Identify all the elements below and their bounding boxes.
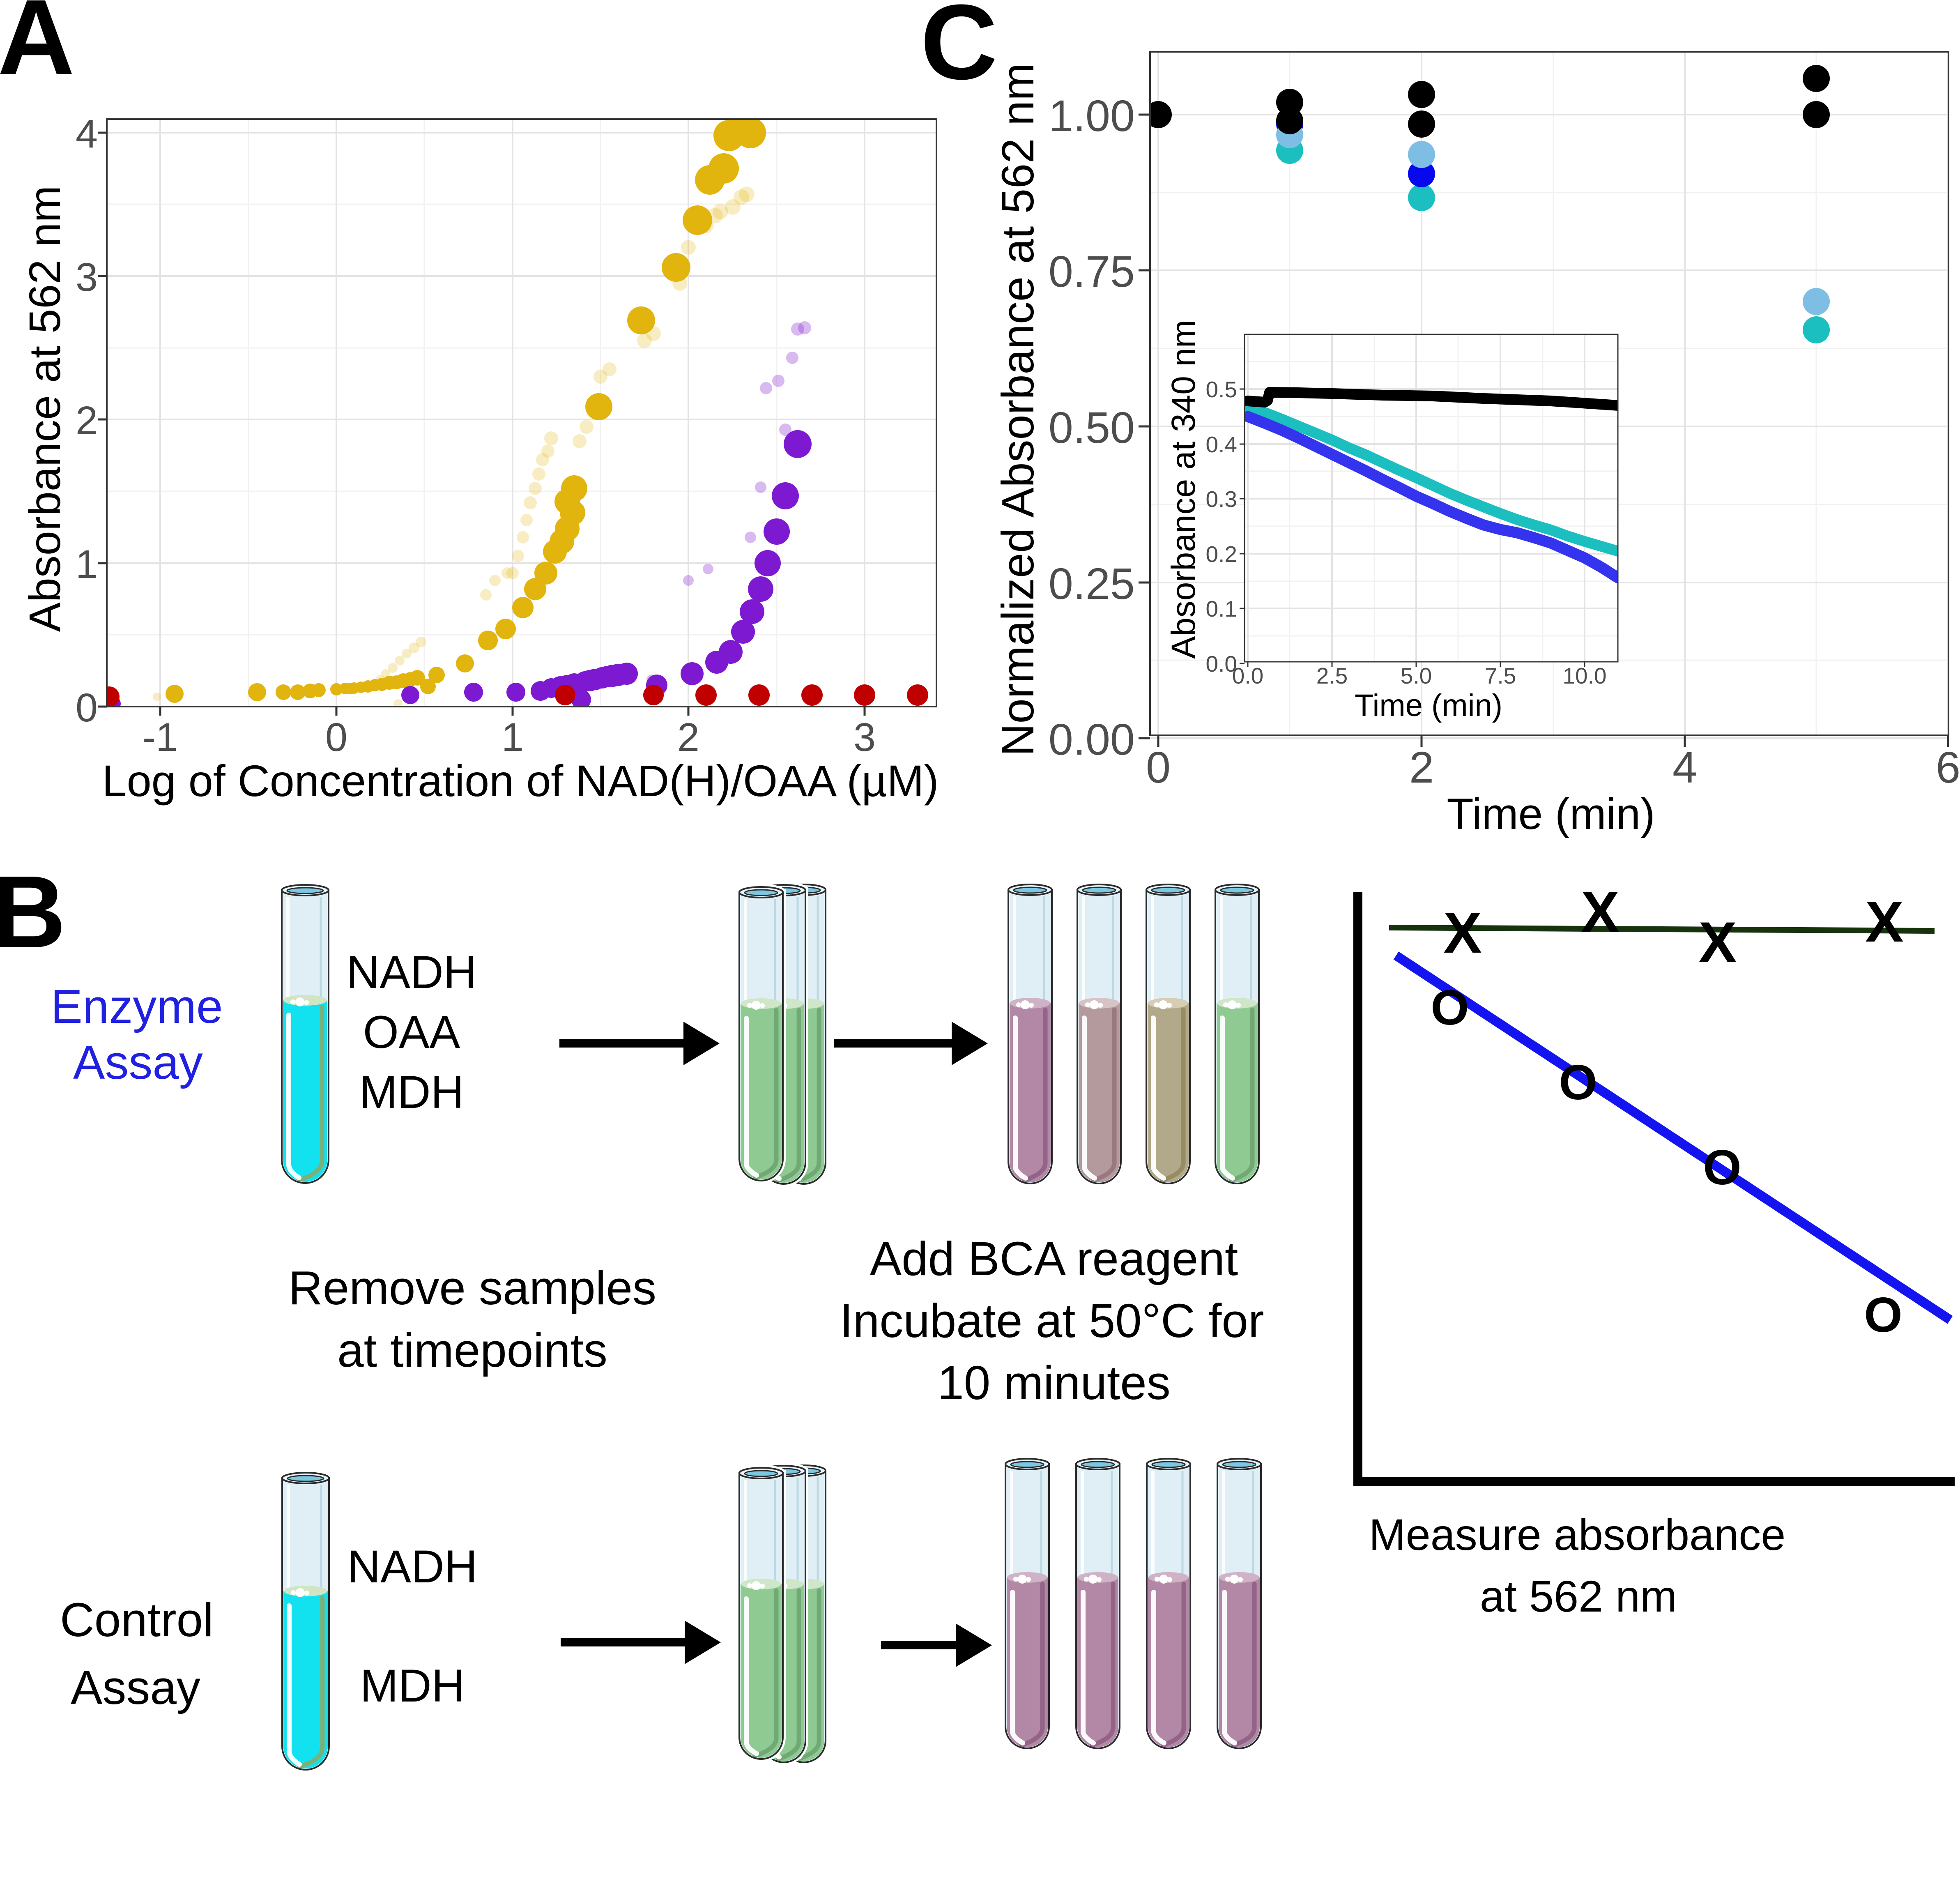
- svg-text:2.5: 2.5: [1316, 663, 1348, 688]
- svg-text:Enzyme: Enzyme: [51, 980, 223, 1033]
- svg-text:-1: -1: [143, 715, 178, 760]
- svg-text:Time (min): Time (min): [1447, 789, 1655, 838]
- svg-text:O: O: [1864, 1287, 1902, 1342]
- svg-text:1.00: 1.00: [1049, 91, 1135, 140]
- svg-text:B: B: [0, 854, 66, 969]
- svg-text:1: 1: [502, 715, 524, 760]
- svg-text:0.0: 0.0: [1232, 663, 1263, 688]
- svg-text:MDH: MDH: [360, 1660, 465, 1711]
- svg-text:Assay: Assay: [71, 1661, 200, 1714]
- svg-text:10.0: 10.0: [1562, 663, 1606, 688]
- svg-text:O: O: [1431, 980, 1469, 1035]
- svg-text:0.1: 0.1: [1206, 596, 1237, 622]
- svg-text:X: X: [1865, 889, 1903, 954]
- svg-text:NADH: NADH: [346, 946, 476, 998]
- svg-text:A: A: [0, 0, 75, 97]
- svg-text:0.5: 0.5: [1206, 377, 1237, 402]
- svg-text:0.25: 0.25: [1049, 559, 1135, 608]
- svg-text:2: 2: [677, 715, 699, 760]
- svg-text:Incubate at 50°C for: Incubate at 50°C for: [840, 1294, 1264, 1347]
- svg-text:X: X: [1581, 880, 1619, 944]
- svg-text:0.0: 0.0: [1206, 651, 1237, 677]
- svg-text:0: 0: [76, 685, 98, 730]
- svg-text:3: 3: [853, 715, 876, 760]
- svg-text:6: 6: [1936, 742, 1960, 792]
- svg-text:Time (min): Time (min): [1355, 688, 1502, 723]
- svg-text:Assay: Assay: [73, 1036, 203, 1089]
- svg-text:2: 2: [76, 398, 98, 443]
- svg-text:Control: Control: [60, 1593, 214, 1646]
- svg-text:Measure absorbance: Measure absorbance: [1369, 1510, 1786, 1559]
- svg-text:Remove samples: Remove samples: [288, 1261, 656, 1315]
- svg-text:10 minutes: 10 minutes: [937, 1356, 1170, 1409]
- svg-text:X: X: [1698, 910, 1737, 974]
- svg-text:Normalized Absorbance at 562 n: Normalized Absorbance at 562 nm: [993, 63, 1043, 756]
- svg-text:3: 3: [76, 255, 98, 299]
- svg-text:0.00: 0.00: [1049, 714, 1135, 764]
- svg-text:Log of Concentration of NAD(H): Log of Concentration of NAD(H)/OAA (µM): [102, 756, 939, 806]
- svg-text:C: C: [920, 0, 998, 102]
- svg-text:2: 2: [1409, 742, 1434, 792]
- svg-text:O: O: [1559, 1055, 1597, 1110]
- svg-text:at timepoints: at timepoints: [337, 1324, 607, 1377]
- svg-text:0: 0: [325, 715, 347, 760]
- svg-text:4: 4: [76, 111, 98, 156]
- svg-text:at 562 nm: at 562 nm: [1480, 1571, 1677, 1621]
- svg-text:0.3: 0.3: [1206, 486, 1237, 512]
- svg-text:0.50: 0.50: [1049, 403, 1135, 452]
- svg-text:4: 4: [1672, 742, 1697, 792]
- svg-text:0.4: 0.4: [1206, 432, 1237, 457]
- svg-text:0.2: 0.2: [1206, 541, 1237, 567]
- svg-text:O: O: [1703, 1140, 1741, 1195]
- svg-text:Absorbance at 340 nm: Absorbance at 340 nm: [1165, 320, 1202, 659]
- svg-text:0: 0: [1146, 742, 1171, 792]
- svg-text:7.5: 7.5: [1485, 663, 1516, 688]
- svg-text:X: X: [1443, 900, 1482, 965]
- svg-text:Add BCA reagent: Add BCA reagent: [870, 1232, 1238, 1285]
- svg-text:MDH: MDH: [359, 1066, 464, 1118]
- svg-text:5.0: 5.0: [1401, 663, 1432, 688]
- svg-text:NADH: NADH: [347, 1541, 477, 1592]
- svg-text:OAA: OAA: [363, 1006, 460, 1058]
- svg-text:0.75: 0.75: [1049, 246, 1135, 296]
- svg-text:1: 1: [76, 542, 98, 587]
- svg-text:Absorbance at 562 nm: Absorbance at 562 nm: [20, 186, 69, 632]
